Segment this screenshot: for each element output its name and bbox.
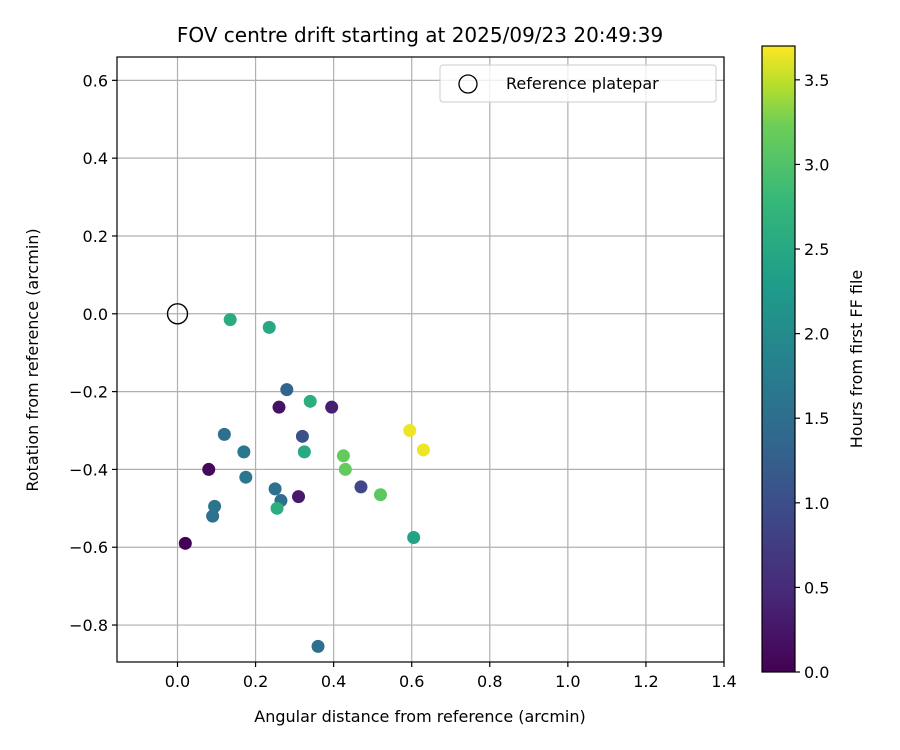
- x-tick-label: 0.8: [477, 672, 502, 691]
- colorbar-tick-label: 1.0: [804, 494, 829, 513]
- data-point-24: [338, 462, 352, 476]
- x-tick-label: 0.4: [321, 672, 346, 691]
- colorbar-tick-label: 2.0: [804, 325, 829, 344]
- legend-box: [439, 64, 717, 103]
- data-point-3: [292, 490, 306, 504]
- colorbar: 0.0 0.5 1.0 1.5 2.0 2.5 3.0 3.5 Hours from firs…: [761, 45, 866, 682]
- colorbar-tick-label: 1.5: [804, 409, 829, 428]
- y-axis-label: Rotation from reference (arcmin): [23, 228, 42, 491]
- data-point-15: [239, 470, 253, 484]
- data-point-0: [178, 536, 192, 550]
- colorbar-label: Hours from first FF file: [847, 270, 866, 449]
- reference-platepar-point: [166, 303, 189, 325]
- y-tick-label: −0.8: [69, 616, 108, 635]
- y-tick-label: 0.4: [83, 149, 108, 168]
- data-point-20: [303, 394, 317, 408]
- data-point-14: [237, 445, 251, 459]
- data-point-26: [416, 443, 430, 457]
- x-axis-ticks: 0.0 0.2 0.4 0.6 0.8 1.0 1.2 1.4: [165, 662, 737, 691]
- x-tick-label: 0.6: [399, 672, 424, 691]
- x-tick-label: 0.0: [165, 672, 190, 691]
- colorbar-tick-label: 3.5: [804, 71, 829, 90]
- colorbar-tick-label: 2.5: [804, 240, 829, 259]
- data-point-17: [297, 445, 311, 459]
- colorbar-ticks: 0.0 0.5 1.0 1.5 2.0 2.5 3.0 3.5: [795, 71, 829, 682]
- y-tick-label: −0.4: [69, 460, 108, 479]
- colorbar-tick-label: 3.0: [804, 155, 829, 174]
- data-point-9: [311, 639, 325, 653]
- data-point-12: [268, 482, 282, 496]
- plot-frame: [116, 56, 725, 663]
- y-tick-label: 0.6: [83, 71, 108, 90]
- x-tick-label: 1.2: [633, 672, 658, 691]
- x-tick-label: 1.4: [711, 672, 736, 691]
- y-tick-label: −0.6: [69, 538, 108, 557]
- x-axis-label: Angular distance from reference (arcmin): [254, 707, 585, 726]
- data-point-2: [272, 400, 286, 414]
- data-points: [178, 313, 430, 653]
- data-point-21: [270, 501, 284, 515]
- reference-marker: [166, 303, 189, 325]
- y-axis-ticks: −0.8 −0.6 −0.4 −0.2 0.0 0.2 0.4 0.6: [69, 71, 117, 635]
- legend: Reference platepar: [439, 64, 717, 103]
- colorbar-tick-label: 0.5: [804, 578, 829, 597]
- y-tick-label: −0.2: [69, 383, 108, 402]
- chart-title: FOV centre drift starting at 2025/09/23 …: [177, 23, 663, 47]
- y-tick-label: 0.2: [83, 227, 108, 246]
- data-point-18: [262, 320, 276, 334]
- data-point-11: [206, 509, 220, 523]
- data-point-5: [354, 480, 368, 494]
- data-point-19: [223, 313, 237, 327]
- legend-label: Reference platepar: [506, 74, 659, 93]
- x-tick-label: 0.2: [243, 672, 268, 691]
- colorbar-gradient: [762, 46, 795, 672]
- colorbar-tick-label: 0.0: [804, 663, 829, 682]
- x-tick-label: 1.0: [555, 672, 580, 691]
- data-point-25: [403, 424, 417, 438]
- data-point-7: [280, 383, 294, 397]
- colorbar-frame: [761, 45, 796, 673]
- data-point-16: [407, 530, 421, 544]
- data-point-6: [295, 429, 309, 443]
- data-point-22: [373, 488, 387, 502]
- data-point-13: [208, 499, 222, 513]
- y-tick-label: 0.0: [83, 305, 108, 324]
- legend-open-circle-icon: [458, 74, 478, 94]
- data-point-1: [202, 462, 216, 476]
- grid-lines: [117, 57, 725, 662]
- data-point-23: [336, 449, 350, 463]
- data-point-10: [217, 427, 231, 441]
- data-point-4: [325, 400, 339, 414]
